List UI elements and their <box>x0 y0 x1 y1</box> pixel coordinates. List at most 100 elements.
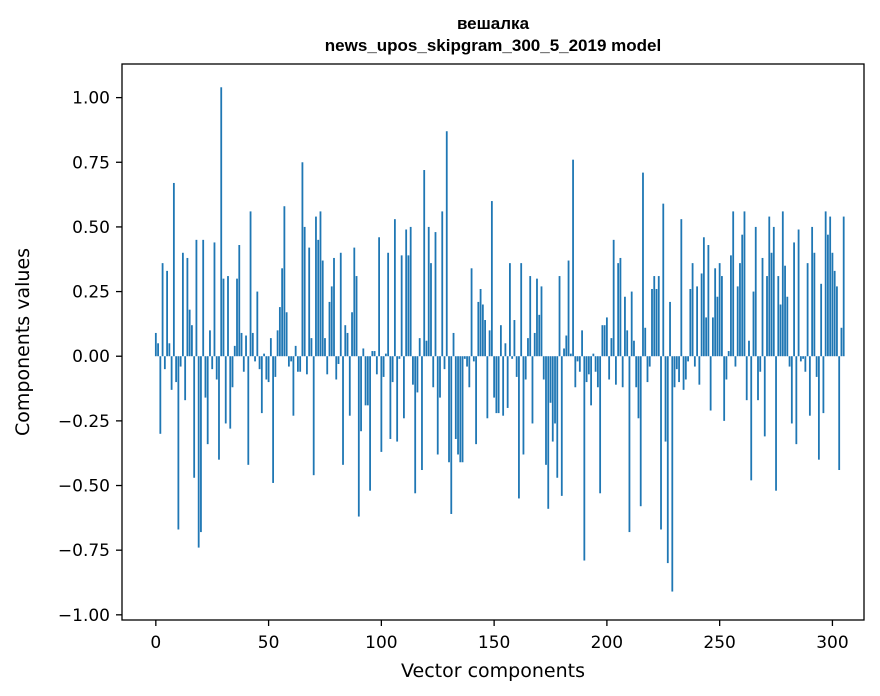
bar-115 <box>414 356 417 494</box>
bar-253 <box>725 356 728 380</box>
bar-209 <box>626 330 629 357</box>
y-tick-label: −1.00 <box>58 606 110 626</box>
bar-261 <box>743 211 746 357</box>
bar-83 <box>342 356 344 465</box>
bar-56 <box>281 268 284 357</box>
bar-71 <box>315 216 317 357</box>
bar-92 <box>362 348 365 357</box>
bar-233 <box>680 219 683 357</box>
bar-26 <box>213 242 216 357</box>
bar-11 <box>179 356 182 367</box>
bar-262 <box>745 356 748 401</box>
bar-223 <box>657 276 660 357</box>
bar-235 <box>684 356 687 380</box>
bar-142 <box>475 356 477 445</box>
bar-131 <box>450 356 453 514</box>
bar-113 <box>409 226 412 357</box>
bar-61 <box>292 356 295 416</box>
bar-91 <box>360 356 362 432</box>
bar-58 <box>285 312 288 357</box>
bar-59 <box>287 356 290 367</box>
bar-81 <box>337 356 340 364</box>
bar-264 <box>750 356 753 481</box>
bar-290 <box>808 356 811 416</box>
x-tick-label: 50 <box>258 633 280 653</box>
bar-86 <box>348 356 351 416</box>
bar-238 <box>691 263 694 357</box>
bar-170 <box>538 314 541 357</box>
y-axis-label: Components values <box>12 248 34 436</box>
bar-164 <box>524 356 527 380</box>
bar-10 <box>177 356 180 530</box>
bar-203 <box>612 239 615 357</box>
bar-273 <box>770 252 773 357</box>
bar-153 <box>499 325 502 357</box>
bar-27 <box>215 356 218 380</box>
bar-109 <box>400 255 403 357</box>
bar-245 <box>707 245 710 357</box>
bar-174 <box>547 356 550 509</box>
bar-202 <box>610 338 613 357</box>
bar-9 <box>175 356 178 383</box>
bar-39 <box>242 356 245 372</box>
bar-17 <box>193 356 196 478</box>
bar-147 <box>486 356 489 419</box>
bar-286 <box>799 356 802 362</box>
bar-87 <box>351 312 353 357</box>
bar-21 <box>202 239 205 357</box>
bar-30 <box>222 278 225 357</box>
bar-123 <box>432 356 435 388</box>
bar-221 <box>653 276 656 357</box>
bar-106 <box>393 219 396 357</box>
bar-64 <box>299 356 302 372</box>
bar-101 <box>382 356 385 377</box>
bar-40 <box>245 335 247 357</box>
bar-266 <box>754 226 757 357</box>
bar-67 <box>306 356 308 375</box>
bar-246 <box>709 356 712 411</box>
x-tick-label: 200 <box>591 633 623 653</box>
bar-224 <box>660 356 662 530</box>
bar-139 <box>468 356 471 388</box>
bar-172 <box>542 356 545 380</box>
bar-163 <box>522 356 525 455</box>
bar-36 <box>236 278 238 357</box>
bar-88 <box>353 247 356 357</box>
bar-190 <box>583 356 586 561</box>
bar-226 <box>664 356 667 442</box>
bar-297 <box>824 211 827 357</box>
bar-19 <box>197 356 200 548</box>
bar-29 <box>220 87 223 357</box>
bar-184 <box>569 353 572 357</box>
bar-2 <box>159 356 162 434</box>
bar-60 <box>290 356 293 362</box>
x-tick-label: 100 <box>365 633 397 653</box>
bar-24 <box>209 330 211 357</box>
x-tick-label: 250 <box>703 633 735 653</box>
bar-199 <box>603 325 606 357</box>
bar-227 <box>666 356 669 564</box>
bar-254 <box>727 351 730 357</box>
x-tick-label: 300 <box>816 633 848 653</box>
bar-111 <box>405 229 408 357</box>
bar-250 <box>718 263 721 357</box>
bar-47 <box>260 356 263 414</box>
bar-220 <box>651 288 653 357</box>
bar-216 <box>642 172 644 357</box>
chart-title: вешалка <box>457 14 530 33</box>
bar-171 <box>540 286 543 357</box>
bar-231 <box>675 356 678 370</box>
bar-112 <box>407 255 410 357</box>
bar-33 <box>229 356 232 429</box>
bar-188 <box>578 356 581 372</box>
bar-41 <box>247 356 250 465</box>
bar-219 <box>648 356 651 367</box>
bar-43 <box>251 332 254 357</box>
bar-107 <box>396 356 399 442</box>
bar-77 <box>328 301 331 357</box>
bar-121 <box>427 226 430 357</box>
bar-284 <box>795 356 798 445</box>
bar-143 <box>477 301 480 357</box>
bar-258 <box>736 286 739 357</box>
bar-151 <box>495 356 498 414</box>
